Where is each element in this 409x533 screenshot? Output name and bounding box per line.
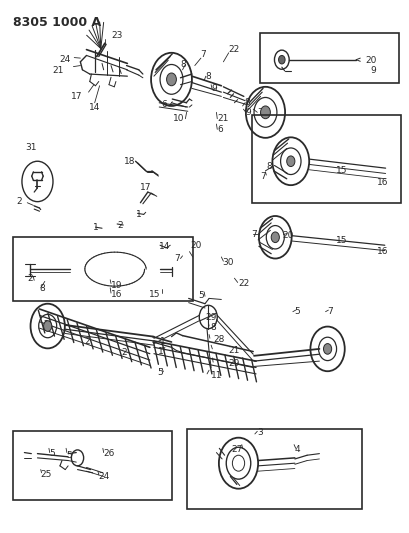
- Text: 14: 14: [88, 102, 100, 111]
- Text: 7: 7: [200, 51, 205, 59]
- Text: 16: 16: [375, 247, 387, 256]
- Circle shape: [323, 344, 331, 354]
- Text: 21: 21: [217, 114, 228, 123]
- Bar: [186, 429, 362, 509]
- Text: 5: 5: [157, 368, 163, 377]
- Circle shape: [260, 106, 270, 119]
- Text: 17: 17: [139, 183, 151, 192]
- Text: 9: 9: [245, 108, 250, 117]
- Text: 15: 15: [335, 166, 346, 175]
- Text: 7: 7: [259, 172, 265, 181]
- Text: 10: 10: [173, 114, 184, 123]
- Bar: [252, 115, 400, 203]
- Text: 2: 2: [16, 197, 22, 206]
- Bar: [13, 431, 172, 500]
- Text: 7: 7: [257, 108, 263, 117]
- Text: 22: 22: [228, 45, 239, 54]
- Text: 1: 1: [92, 223, 98, 232]
- Text: 4: 4: [294, 446, 300, 455]
- Circle shape: [166, 73, 176, 86]
- Text: 2: 2: [84, 337, 90, 346]
- Text: 21: 21: [52, 67, 64, 75]
- Text: 8: 8: [39, 284, 45, 293]
- Text: 28: 28: [213, 335, 224, 344]
- Text: 8305 1000 A: 8305 1000 A: [13, 15, 101, 29]
- Text: 24: 24: [59, 55, 70, 63]
- Text: 31: 31: [25, 143, 37, 152]
- Text: 27: 27: [231, 446, 242, 455]
- Text: 8: 8: [210, 323, 216, 332]
- Text: 29: 29: [204, 312, 216, 321]
- Text: 14: 14: [159, 242, 170, 251]
- Text: 16: 16: [111, 289, 122, 298]
- Text: 23: 23: [111, 31, 122, 41]
- Text: 9: 9: [370, 67, 376, 75]
- Text: 1: 1: [157, 347, 163, 356]
- Text: 16: 16: [375, 178, 387, 187]
- Text: 8: 8: [204, 71, 210, 80]
- Text: 26: 26: [103, 449, 115, 458]
- Text: 2: 2: [27, 273, 32, 282]
- Bar: [260, 33, 398, 83]
- Text: 24: 24: [98, 472, 109, 481]
- Text: 19: 19: [111, 280, 122, 289]
- Text: 5: 5: [49, 449, 54, 458]
- Text: 8: 8: [244, 98, 249, 107]
- Text: 11: 11: [211, 371, 222, 380]
- Text: 15: 15: [148, 289, 160, 298]
- Text: 15: 15: [335, 237, 346, 246]
- Text: 6: 6: [217, 125, 222, 134]
- Text: 5: 5: [198, 291, 204, 300]
- Text: 30: 30: [222, 258, 233, 266]
- Text: 29: 29: [228, 359, 240, 368]
- Bar: [13, 237, 192, 301]
- Text: 17: 17: [71, 92, 82, 101]
- Text: 7: 7: [173, 254, 179, 263]
- Circle shape: [270, 232, 279, 243]
- Text: 5: 5: [66, 451, 72, 460]
- Text: 1: 1: [44, 320, 49, 329]
- Text: 20: 20: [282, 231, 293, 240]
- Text: 22: 22: [238, 279, 249, 288]
- Text: 3: 3: [257, 428, 263, 437]
- Circle shape: [43, 321, 52, 332]
- Text: 2: 2: [117, 221, 122, 230]
- Text: 8: 8: [266, 162, 272, 171]
- Circle shape: [278, 55, 284, 64]
- Circle shape: [286, 156, 294, 166]
- Text: 8: 8: [180, 60, 186, 69]
- Text: 25: 25: [40, 471, 52, 479]
- Text: 1: 1: [160, 337, 165, 346]
- Text: 1: 1: [135, 210, 141, 219]
- Text: 7: 7: [327, 307, 333, 316]
- Text: 9: 9: [211, 84, 217, 93]
- Text: 5: 5: [293, 307, 299, 316]
- Text: 21: 21: [228, 346, 240, 355]
- Text: 20: 20: [364, 56, 376, 64]
- Text: 7: 7: [251, 230, 257, 239]
- Text: 20: 20: [190, 241, 202, 250]
- Text: 6: 6: [161, 100, 167, 109]
- Text: 2: 2: [121, 348, 126, 357]
- Text: 18: 18: [124, 157, 135, 166]
